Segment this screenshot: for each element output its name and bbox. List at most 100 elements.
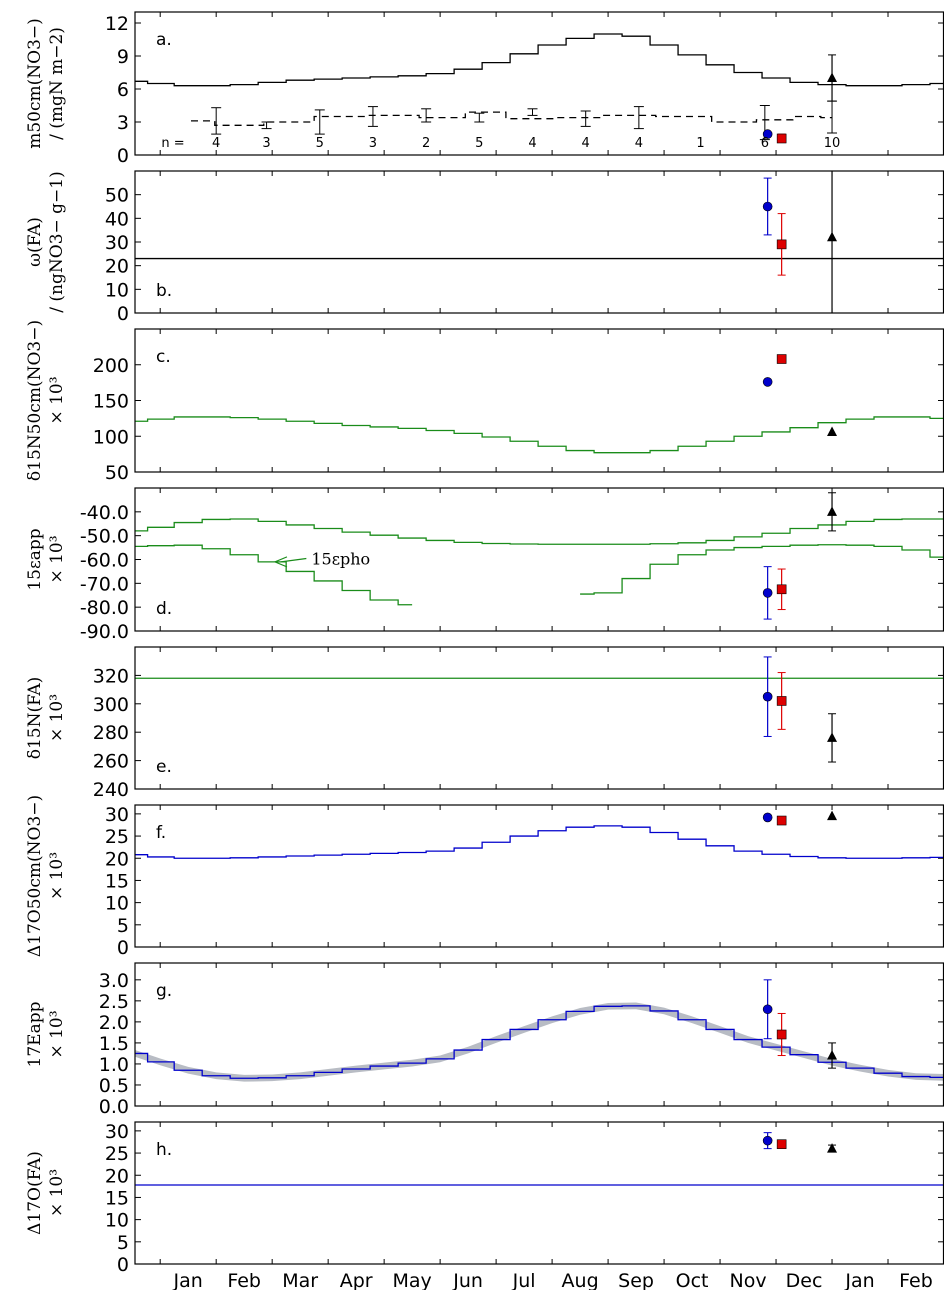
panel-frame xyxy=(134,170,944,314)
y-tick-label: 6 xyxy=(117,79,129,101)
panel-d: -90.0-80.0-70.0-60.0-50.0-40.0 d. 15εpho 15… xyxy=(25,487,944,643)
y-tick-label: 20 xyxy=(105,1165,129,1187)
y-axis-label: Δ17O50cm(NO3−) × 10³ xyxy=(25,795,67,957)
panel-letter: f. xyxy=(156,823,166,843)
n-count-label: 6 xyxy=(761,136,769,151)
month-label: Jan xyxy=(844,1270,874,1290)
annotation-arrow xyxy=(280,557,307,563)
y-axis-label-line: / (ngNO3− g−1) xyxy=(47,171,67,312)
y-tick-label: 30 xyxy=(105,1121,129,1143)
panel-frame xyxy=(134,1121,944,1265)
n-count-label: 10 xyxy=(824,136,841,151)
data-point-circle xyxy=(762,201,773,212)
month-label: Oct xyxy=(676,1270,709,1290)
annotation-arrowhead xyxy=(273,556,288,568)
y-tick-label: 10 xyxy=(105,893,129,915)
month-label: Apr xyxy=(340,1270,373,1290)
y-tick-label: -50.0 xyxy=(80,526,129,548)
y-tick-label: 1.0 xyxy=(99,1054,129,1076)
y-tick-label: -70.0 xyxy=(80,573,129,595)
y-tick-label: 40 xyxy=(105,208,129,230)
y-axis-label-line: ω(FA) xyxy=(25,217,45,267)
month-label: Jan xyxy=(173,1270,203,1290)
y-tick-label: 5 xyxy=(117,1232,129,1254)
series-line-0 xyxy=(135,1005,944,1079)
y-tick-label: 3 xyxy=(117,112,129,134)
y-axis-label-line: δ15N50cm(NO3−) xyxy=(25,320,45,481)
y-axis-label-line: × 10³ xyxy=(47,535,67,583)
panel-letter: d. xyxy=(156,599,172,619)
y-tick-label: 1.5 xyxy=(99,1033,129,1055)
data-point-square xyxy=(776,584,787,595)
data-point-triangle xyxy=(827,1050,838,1060)
month-label: Nov xyxy=(730,1270,767,1290)
data-point-square xyxy=(776,696,787,706)
panel-letter: e. xyxy=(156,757,172,777)
y-tick-label: 0 xyxy=(117,937,129,959)
series-line-0 xyxy=(135,33,944,87)
y-tick-label: 3.0 xyxy=(99,970,129,992)
y-axis-label-line: δ15N(FA) xyxy=(25,677,45,760)
y-tick-label: 30 xyxy=(105,804,129,826)
y-tick-label: 20 xyxy=(105,256,129,278)
month-label: Aug xyxy=(562,1270,599,1290)
y-tick-label: 200 xyxy=(93,355,129,377)
series-line-1 xyxy=(135,544,413,606)
data-point-triangle xyxy=(827,810,838,821)
y-tick-label: 10 xyxy=(105,279,129,301)
y-tick-label: -40.0 xyxy=(80,502,129,524)
n-count-label: 3 xyxy=(369,136,377,151)
panel-frame xyxy=(134,646,944,790)
data-point-circle xyxy=(762,1135,773,1146)
data-point-square xyxy=(776,133,787,144)
data-point-triangle xyxy=(827,1143,838,1153)
y-tick-label: 260 xyxy=(93,751,129,773)
panel-letter: c. xyxy=(156,347,171,367)
n-count-label: 4 xyxy=(582,136,590,151)
data-point-circle xyxy=(762,812,773,823)
plot-area xyxy=(135,1002,944,1082)
month-label: Jul xyxy=(512,1270,536,1290)
month-label: Mar xyxy=(282,1270,318,1290)
data-point-circle xyxy=(762,377,773,387)
series-line-2 xyxy=(580,544,944,595)
data-point-triangle xyxy=(827,426,838,436)
y-tick-label: 5 xyxy=(117,915,129,937)
data-point-square xyxy=(776,1139,787,1149)
y-tick-label: 240 xyxy=(93,779,129,801)
y-axis-label: ω(FA) / (ngNO3− g−1) xyxy=(25,171,67,312)
y-tick-label: 25 xyxy=(105,826,129,848)
data-point-triangle xyxy=(827,231,838,242)
data-point-circle xyxy=(762,588,773,598)
y-tick-label: 2.0 xyxy=(99,1012,129,1034)
data-point-triangle xyxy=(827,506,838,516)
y-tick-label: 0.0 xyxy=(99,1096,129,1118)
y-axis-label-line: × 10³ xyxy=(47,852,67,900)
panel-letter: a. xyxy=(156,30,172,50)
series-line-1 xyxy=(190,111,833,126)
y-axis-label: m50cm(NO3−) / (mgN m−2) xyxy=(25,18,67,149)
y-tick-label: 2.5 xyxy=(99,991,129,1013)
data-point-triangle xyxy=(827,732,838,742)
plot-area xyxy=(135,416,944,454)
panel-frame xyxy=(134,328,944,473)
y-axis-label: 17Eapp × 10³ xyxy=(25,1001,67,1067)
y-axis-label-line: Δ17O(FA) xyxy=(25,1151,45,1235)
panel-letter: h. xyxy=(156,1140,172,1160)
n-count-label: 4 xyxy=(212,136,220,151)
month-label: Dec xyxy=(786,1270,823,1290)
n-count-label: 4 xyxy=(635,136,643,151)
data-point-square xyxy=(776,815,787,826)
series-line-0 xyxy=(135,416,944,454)
month-label: Sep xyxy=(618,1270,654,1290)
month-label: Feb xyxy=(899,1270,933,1290)
n-count-label: 5 xyxy=(475,136,483,151)
y-tick-label: 9 xyxy=(117,46,129,68)
data-point-circle xyxy=(762,1004,773,1015)
y-axis-label-line: Δ17O50cm(NO3−) xyxy=(25,795,45,957)
y-tick-label: 12 xyxy=(105,13,129,35)
y-tick-label: 0 xyxy=(117,1254,129,1276)
y-tick-label: 15 xyxy=(105,1187,129,1209)
y-axis-label: 15εapp × 10³ xyxy=(25,528,67,590)
